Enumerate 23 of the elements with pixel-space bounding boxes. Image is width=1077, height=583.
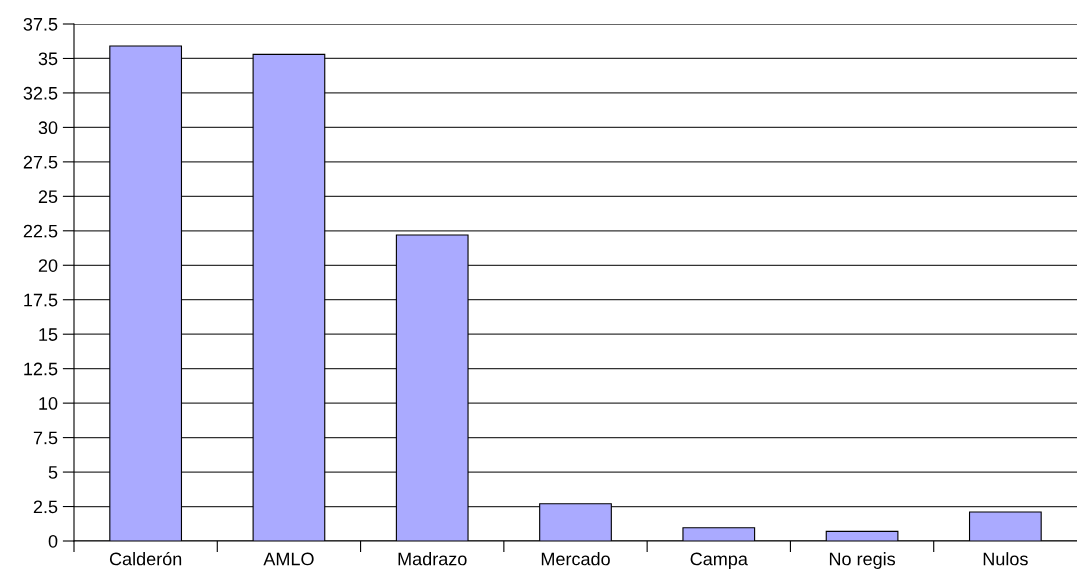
x-tick-label: No regis (829, 552, 896, 569)
y-tick-label: 12.5 (24, 362, 58, 376)
x-tick-label: Nulos (983, 552, 1028, 566)
y-tick-label: 15 (39, 328, 58, 341)
y-tick-label: 0 (48, 534, 58, 548)
x-tick-label: Campa (690, 552, 748, 569)
y-tick-label: 5 (48, 466, 58, 479)
x-tick-label: Calderón (109, 551, 182, 566)
x-tick-label: Mercado (541, 552, 610, 566)
y-tick-label: 7.5 (33, 431, 58, 445)
y-tick-label: 27.5 (23, 155, 58, 169)
y-tick-label: 30 (38, 121, 58, 135)
y-tick-label: 35 (38, 52, 58, 66)
y-tick-label: 22.5 (23, 224, 58, 238)
y-tick-label: 2.5 (33, 500, 58, 514)
x-tick-label: AMLO (263, 552, 314, 566)
y-tick-label: 25 (38, 190, 58, 204)
y-tick-label: 20 (38, 259, 58, 272)
y-tick-label: 37.5 (23, 17, 58, 31)
y-tick-label: 17.5 (24, 293, 58, 307)
x-tick-label: Madrazo (398, 552, 467, 566)
y-tick-label: 10 (39, 397, 58, 410)
y-tick-label: 32.5 (23, 86, 58, 100)
